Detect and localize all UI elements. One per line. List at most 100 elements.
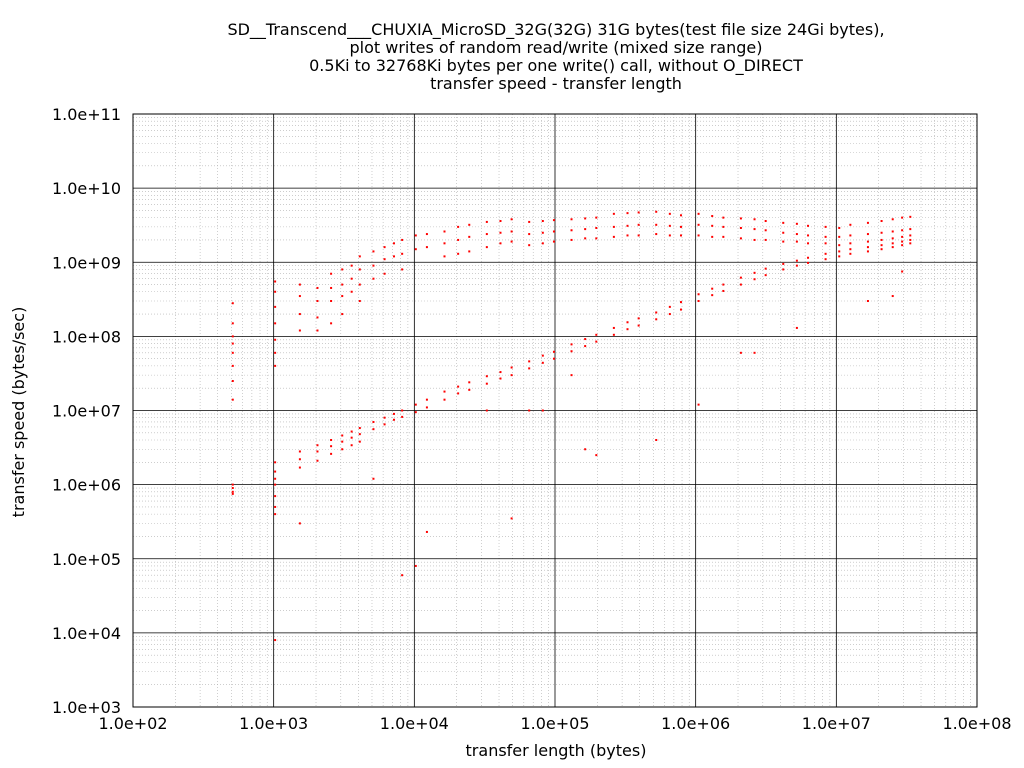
data-point	[499, 371, 502, 374]
data-point	[468, 235, 471, 238]
data-point	[350, 444, 353, 447]
data-point	[392, 242, 395, 245]
data-point	[849, 223, 852, 226]
data-point	[443, 390, 446, 393]
data-point	[891, 237, 894, 240]
data-point	[891, 242, 894, 245]
data-point	[764, 267, 767, 270]
data-point	[528, 409, 531, 412]
data-point	[499, 220, 502, 223]
data-point	[753, 271, 756, 274]
data-point	[341, 313, 344, 316]
data-point	[795, 240, 798, 243]
data-point	[528, 360, 531, 363]
data-point	[372, 420, 375, 423]
data-point	[528, 244, 531, 247]
data-point	[901, 270, 904, 273]
data-point	[298, 522, 301, 525]
data-point	[485, 382, 488, 385]
data-point	[722, 283, 725, 286]
data-point	[485, 220, 488, 223]
data-point	[425, 398, 428, 401]
data-point	[298, 329, 301, 332]
data-point	[298, 313, 301, 316]
data-point	[655, 318, 658, 321]
data-point	[298, 283, 301, 286]
data-point	[372, 250, 375, 253]
data-point	[849, 252, 852, 255]
data-point	[541, 409, 544, 412]
data-point	[316, 450, 319, 453]
data-point	[824, 225, 827, 228]
data-point	[584, 217, 587, 220]
data-point	[552, 357, 555, 360]
data-point	[392, 412, 395, 415]
data-point	[358, 427, 361, 430]
data-point	[401, 574, 404, 577]
data-point	[637, 317, 640, 320]
data-point	[274, 290, 277, 293]
data-point	[358, 268, 361, 271]
data-point	[739, 237, 742, 240]
data-point	[668, 305, 671, 308]
data-point	[231, 335, 234, 338]
data-point	[595, 340, 598, 343]
data-point	[722, 216, 725, 219]
data-point	[711, 235, 714, 238]
data-point	[739, 351, 742, 354]
data-point	[866, 250, 869, 253]
data-point	[722, 289, 725, 292]
data-point	[231, 351, 234, 354]
data-point	[782, 268, 785, 271]
data-point	[838, 244, 841, 247]
data-point	[909, 215, 912, 218]
data-point	[626, 224, 629, 227]
data-point	[510, 374, 513, 377]
data-point	[595, 216, 598, 219]
data-point	[795, 264, 798, 267]
data-point	[541, 354, 544, 357]
x-tick-label: 1.0e+06	[661, 714, 730, 733]
data-point	[595, 454, 598, 457]
data-point	[231, 492, 234, 495]
data-point	[891, 218, 894, 221]
data-point	[824, 235, 827, 238]
data-point	[316, 459, 319, 462]
x-tick-label: 1.0e+07	[802, 714, 871, 733]
data-point	[341, 283, 344, 286]
data-point	[612, 235, 615, 238]
data-point	[541, 361, 544, 364]
data-point	[584, 228, 587, 231]
data-point	[637, 234, 640, 237]
data-point	[414, 403, 417, 406]
data-point	[274, 639, 277, 642]
data-point	[764, 229, 767, 232]
data-point	[866, 233, 869, 236]
data-point	[909, 238, 912, 241]
data-point	[383, 423, 386, 426]
data-point	[552, 230, 555, 233]
data-point	[679, 308, 682, 311]
y-tick-label: 1.0e+04	[52, 624, 121, 643]
data-point	[383, 416, 386, 419]
data-point	[626, 212, 629, 215]
data-point	[753, 218, 756, 221]
data-point	[824, 242, 827, 245]
data-point	[231, 483, 234, 486]
data-point	[824, 252, 827, 255]
data-point	[764, 274, 767, 277]
data-point	[722, 235, 725, 238]
data-point	[231, 322, 234, 325]
data-point	[552, 219, 555, 222]
x-axis-label: transfer length (bytes)	[466, 741, 647, 760]
chart-title: SD__Transcend___CHUXIA_MicroSD_32G(32G) …	[227, 20, 884, 93]
data-point	[880, 231, 883, 234]
data-point	[341, 448, 344, 451]
data-point	[401, 268, 404, 271]
data-point	[570, 229, 573, 232]
data-point	[499, 377, 502, 380]
data-point	[341, 440, 344, 443]
major-grid	[132, 113, 978, 708]
data-point	[655, 223, 658, 226]
